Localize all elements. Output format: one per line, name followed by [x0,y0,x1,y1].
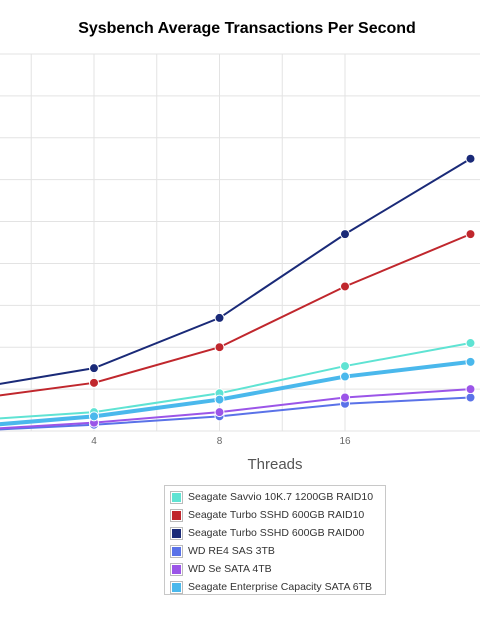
series-line [0,342,471,420]
data-point [340,371,350,382]
x-tick-label: 4 [91,436,97,447]
series-1 [0,229,476,397]
data-point [89,411,99,422]
data-point [214,394,225,405]
data-point [465,392,476,403]
legend-swatch [170,526,183,540]
legend-swatch [170,562,183,576]
data-point [465,338,476,349]
data-point [465,153,476,164]
legend-label: WD RE4 SAS 3TB [188,545,275,557]
data-point [465,356,476,367]
legend-entry[interactable]: Seagate Turbo SSHD 600GB RAID10 [170,506,385,524]
legend-entry[interactable]: WD Se SATA 4TB [170,560,385,578]
series-4 [0,384,476,430]
data-point [89,363,99,374]
legend-swatch [170,544,183,558]
series-2 [0,153,476,385]
legend-swatch [170,580,183,594]
chart-legend: Seagate Savvio 10K.7 1200GB RAID10 Seagat… [164,485,386,595]
legend-swatch [170,490,183,504]
legend-entry[interactable]: WD RE4 SAS 3TB [170,542,385,560]
data-point [340,361,350,372]
data-point [465,229,476,240]
series-line [0,233,471,397]
data-point [340,392,350,403]
data-point [214,342,225,353]
x-tick-label: 8 [217,436,223,447]
series-line [0,157,472,385]
data-point [214,312,225,323]
legend-label: Seagate Turbo SSHD 600GB RAID10 [188,509,365,521]
line-chart-plot: 4 8 16 [0,53,480,447]
chart-grid [0,53,480,432]
x-axis-label: Threads [247,456,303,473]
legend-entry[interactable]: Seagate Turbo SSHD 600GB RAID00 [170,524,385,542]
data-point [340,281,350,292]
series-3 [0,392,476,431]
x-tick-label: 16 [339,436,351,447]
data-point [214,407,225,418]
data-point [465,384,476,395]
x-axis-ticks: 4 8 16 [91,436,351,447]
legend-label: Seagate Turbo SSHD 600GB RAID00 [188,527,365,539]
legend-swatch [170,508,183,522]
chart-title: Sysbench Average Transactions Per Second [78,20,416,37]
chart-series [0,153,476,431]
series-0 [0,338,476,420]
data-point [89,377,99,388]
legend-entry[interactable]: Seagate Enterprise Capacity SATA 6TB [170,578,385,596]
legend-label: WD Se SATA 4TB [188,563,272,575]
legend-label: Seagate Savvio 10K.7 1200GB RAID10 [188,491,374,503]
legend-entry[interactable]: Seagate Savvio 10K.7 1200GB RAID10 [170,488,385,506]
series-5 [0,356,476,427]
data-point [340,229,350,240]
legend-label: Seagate Enterprise Capacity SATA 6TB [188,581,373,593]
